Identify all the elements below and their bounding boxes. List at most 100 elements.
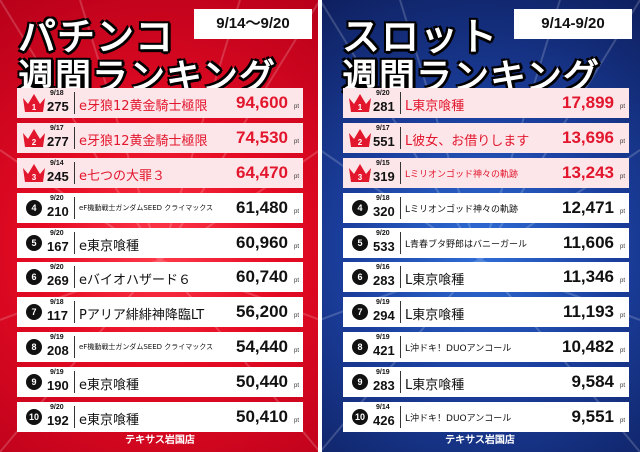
rank-circle: 8 xyxy=(352,339,368,356)
ranking-row: 2 9/17 277 e牙狼12黄金騎士極限 74,530 pt xyxy=(17,122,303,153)
pachinko-store-name: テキサス岩国店 xyxy=(125,435,195,446)
row-separator xyxy=(74,301,75,324)
row-separator xyxy=(74,92,75,114)
crown-icon: 2 xyxy=(349,128,371,147)
score-value: 54,440 xyxy=(236,337,288,357)
score-unit: pt xyxy=(293,243,299,250)
machine-number: 281 xyxy=(373,99,395,114)
score-unit: pt xyxy=(293,138,299,145)
rank-circle: 5 xyxy=(26,234,42,251)
score-value: 64,470 xyxy=(236,162,288,182)
ranking-row: 6 9/20 269 eバイオハザード６ 60,740 pt xyxy=(17,262,303,293)
row-separator xyxy=(400,266,401,289)
score-unit: pt xyxy=(619,138,625,145)
machine-name: e東京喰種 xyxy=(79,413,139,429)
ranking-row: 8 9/19 208 eF機動戦士ガンダムSEED クライマックス 54,440 pt xyxy=(17,332,303,363)
ranking-row: 5 9/20 167 e東京喰種 60,960 pt xyxy=(17,227,303,258)
machine-name: e七つの大罪３ xyxy=(79,168,165,184)
row-date: 9/19 xyxy=(50,334,64,342)
score-unit: pt xyxy=(619,418,625,425)
ranking-row: 6 9/16 283 L東京喰種 11,346 pt xyxy=(343,262,629,293)
row-separator xyxy=(400,92,401,114)
machine-number: 208 xyxy=(47,343,69,359)
score-value: 13,696 xyxy=(562,127,614,147)
machine-name: eF機動戦士ガンダムSEED クライマックス xyxy=(79,343,214,352)
score-unit: pt xyxy=(619,278,625,285)
rank-circle: 9 xyxy=(352,374,368,391)
ranking-row: 4 9/20 210 eF機動戦士ガンダムSEED クライマックス 61,480 pt xyxy=(17,192,303,223)
row-separator xyxy=(74,231,75,254)
row-date: 9/19 xyxy=(50,369,64,377)
machine-number: 245 xyxy=(47,168,69,184)
crown-icon: 1 xyxy=(23,94,45,112)
row-date: 9/18 xyxy=(50,90,64,97)
machine-number: 275 xyxy=(47,99,69,114)
row-date: 9/20 xyxy=(50,194,64,202)
score-value: 60,960 xyxy=(236,232,288,252)
score-value: 9,584 xyxy=(571,372,614,392)
row-separator xyxy=(400,196,401,219)
machine-number: 319 xyxy=(373,168,395,184)
machine-number: 426 xyxy=(373,413,395,429)
rank-circle: 4 xyxy=(26,199,42,216)
score-unit: pt xyxy=(293,348,299,355)
machine-name: e東京喰種 xyxy=(79,378,139,394)
row-separator xyxy=(400,371,401,394)
rank-circle: 5 xyxy=(352,234,368,251)
row-date: 9/14 xyxy=(50,159,64,167)
row-separator xyxy=(74,161,75,184)
row-separator xyxy=(74,126,75,149)
machine-name: Lミリオンゴッド神々の軌跡 xyxy=(405,169,519,180)
score-unit: pt xyxy=(619,104,625,110)
score-unit: pt xyxy=(293,208,299,215)
machine-name: L青春ブタ野郎はバニーガール xyxy=(405,239,528,250)
score-unit: pt xyxy=(619,173,625,180)
row-separator xyxy=(400,301,401,324)
score-value: 11,606 xyxy=(562,232,614,252)
row-date: 9/20 xyxy=(50,229,64,237)
score-unit: pt xyxy=(293,173,299,180)
row-separator xyxy=(74,406,75,429)
score-value: 94,600 xyxy=(236,93,288,112)
machine-number: 190 xyxy=(47,378,69,394)
machine-name: Pアリア緋緋神降臨LT xyxy=(79,308,205,324)
pachinko-panel: パチンコ 週間ランキング 9/14～9/20 1 9/18 275 e牙狼12黄金騎士… xyxy=(0,0,320,452)
rank-circle: 7 xyxy=(26,304,42,321)
rank-circle: 7 xyxy=(352,304,368,321)
row-separator xyxy=(400,161,401,184)
machine-number: 277 xyxy=(47,133,69,149)
rank-circle: 6 xyxy=(26,269,42,286)
row-date: 9/19 xyxy=(376,334,390,342)
row-separator xyxy=(400,406,401,429)
machine-number: 192 xyxy=(47,413,69,429)
ranking-row: 2 9/17 551 L彼女、お借りします 13,696 pt xyxy=(343,122,629,153)
score-value: 11,193 xyxy=(562,302,614,322)
crown-rank-number: 3 xyxy=(32,173,37,182)
row-date: 9/17 xyxy=(376,124,390,132)
row-date: 9/14 xyxy=(376,404,390,412)
machine-name: eF機動戦士ガンダムSEED クライマックス xyxy=(79,203,214,212)
machine-number: 283 xyxy=(373,273,395,289)
machine-name: Lミリオンゴッド神々の軌跡 xyxy=(405,204,519,215)
machine-number: 210 xyxy=(47,203,69,219)
rank-circle: 10 xyxy=(352,409,368,426)
ranking-row: 3 9/14 245 e七つの大罪３ 64,470 pt xyxy=(17,157,303,188)
machine-name: L沖ドキ！DUOアンコール xyxy=(405,344,512,355)
slot-ranking-list: 1 9/20 281 L東京喰種 17,899 pt 2 9/17 551 L彼女、お借りします 1… xyxy=(343,88,629,437)
score-value: 74,530 xyxy=(236,127,288,147)
score-unit: pt xyxy=(293,313,299,320)
crown-rank-number: 1 xyxy=(32,103,37,112)
pachinko-title: パチンコ xyxy=(18,15,175,59)
score-value: 50,410 xyxy=(236,407,288,427)
rank-circle: 6 xyxy=(352,269,368,286)
row-date: 9/20 xyxy=(376,90,390,97)
machine-name: e牙狼12黄金騎士極限 xyxy=(79,133,208,149)
row-date: 9/20 xyxy=(50,404,64,412)
machine-name: L彼女、お借りします xyxy=(405,133,530,149)
score-value: 11,346 xyxy=(562,267,614,287)
panel-divider xyxy=(318,0,322,452)
score-value: 56,200 xyxy=(236,302,288,322)
ranking-row: 10 9/14 426 L沖ドキ！DUOアンコール 9,551 pt xyxy=(343,402,629,433)
score-value: 61,480 xyxy=(236,197,288,217)
